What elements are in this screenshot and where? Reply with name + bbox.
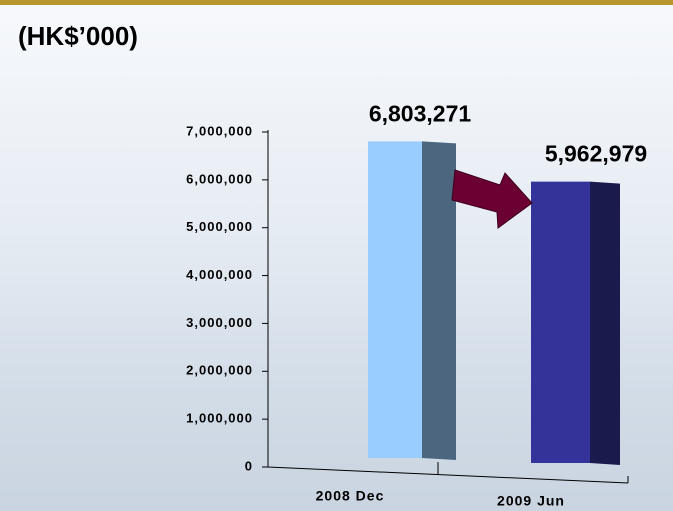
y-tick-label: 0 (245, 458, 253, 473)
y-tick-label: 5,000,000 (186, 219, 253, 234)
x-tick-label: 2008 Dec (316, 488, 385, 504)
y-tick-label: 7,000,000 (186, 123, 253, 138)
bar-side (422, 141, 456, 460)
x-tick-label: 2009 Jun (497, 493, 565, 509)
change-arrow (451, 169, 533, 229)
y-tick-label: 2,000,000 (186, 363, 253, 378)
x-axis (267, 466, 629, 484)
y-tick-label: 1,000,000 (186, 411, 253, 426)
top-strip (0, 0, 673, 5)
value-label: 6,803,271 (369, 100, 472, 126)
value-label: 5,962,979 (545, 141, 647, 167)
bar (368, 141, 422, 458)
y-tick-label: 4,000,000 (186, 267, 253, 282)
bar (531, 181, 590, 464)
y-tick-label: 3,000,000 (186, 315, 253, 330)
bar-side (590, 181, 620, 466)
y-tick-label: 6,000,000 (186, 171, 253, 186)
chart-title: (HK$’000) (18, 21, 138, 51)
